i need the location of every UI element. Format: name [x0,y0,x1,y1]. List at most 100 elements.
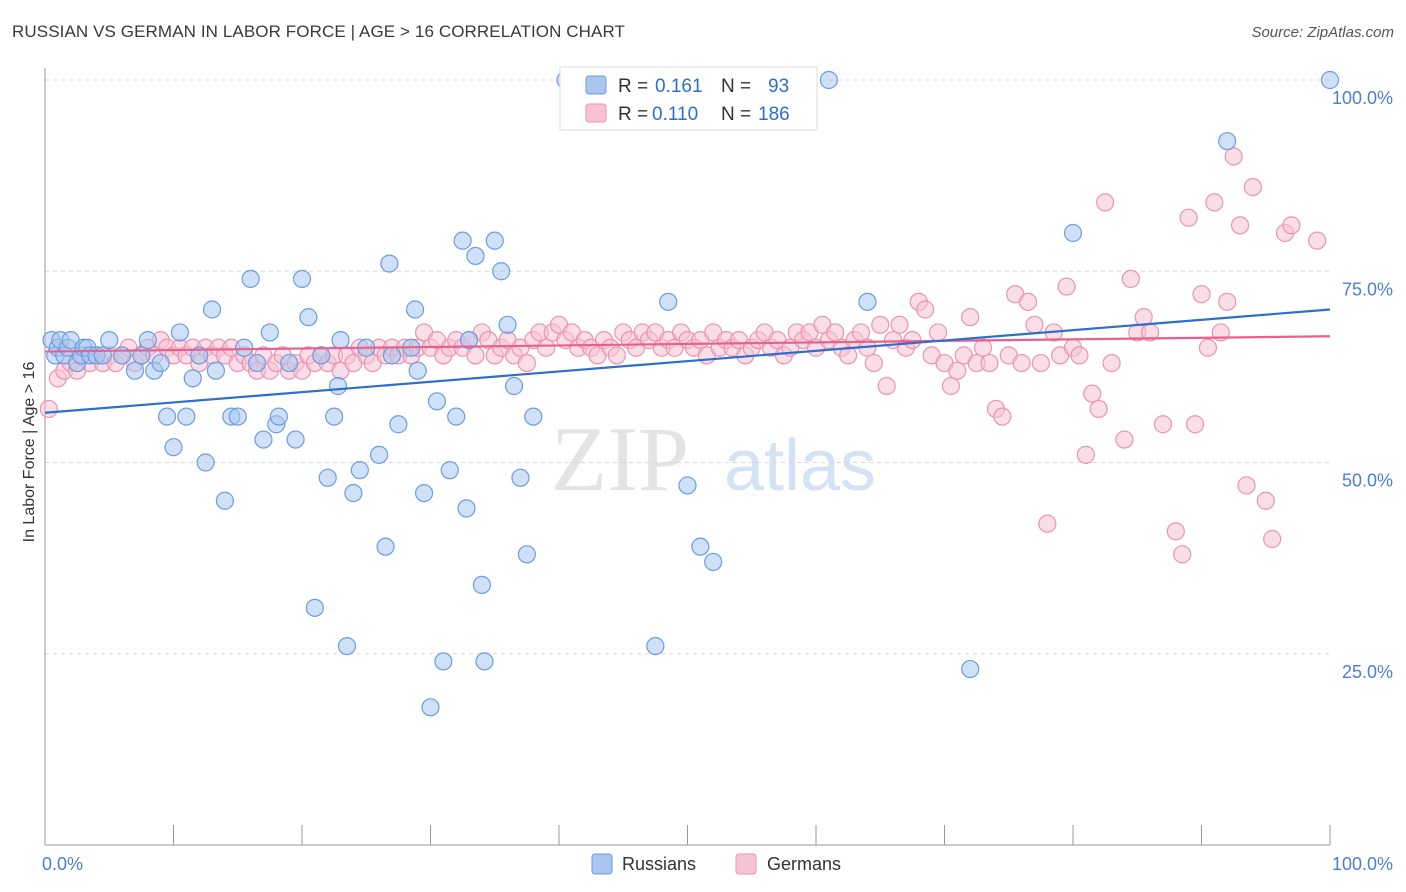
axes [44,68,1331,846]
legend-r-label-germans: R = [618,104,648,125]
german-point [1018,292,1038,311]
russian-point [1320,70,1340,90]
russian-point [328,376,348,396]
russian-point [1218,132,1237,151]
german-point [928,323,948,342]
russian-point [524,407,543,426]
german-point [1308,231,1327,250]
russian-point [183,369,202,388]
russian-point [318,468,337,487]
russian-point [206,361,226,380]
german-point [1153,415,1173,434]
german-point [851,323,871,342]
legend-bottom-russians-swatch [591,853,613,875]
german-point [973,338,993,357]
y-tick-label: 75.0% [1342,279,1393,299]
russian-point [511,468,530,487]
russian-point [215,491,234,510]
german-point [941,376,961,396]
russian-point [164,438,183,457]
russian-point [325,407,344,426]
russian-point [485,231,504,250]
german-point [916,300,935,319]
legend-bottom: Russians Germans [591,853,841,875]
legend-bottom-russians-label: Russians [622,854,696,874]
legend-r-value-germans: 0.110 [652,104,698,125]
german-point [980,353,999,373]
watermark-zip: ZIP [551,408,689,510]
russian-point [112,346,132,365]
russian-point [254,430,273,449]
german-point [1218,292,1237,311]
russian-point [858,292,877,311]
russian-point [170,323,190,342]
russian-point [376,537,395,556]
y-tick-label: 25.0% [1342,662,1393,682]
german-point [1263,529,1282,549]
russians-points [42,70,1340,717]
german-point [1031,353,1050,373]
german-point [1230,216,1250,235]
russian-point [331,331,350,350]
russian-point [305,598,324,617]
german-point [1192,285,1211,304]
russian-point [370,445,389,464]
german-point [1057,277,1076,296]
russian-point [466,246,485,266]
russian-point [202,300,222,319]
legend-r-label-russians: R = [618,76,648,97]
tick-labels: 25.0% 50.0% 75.0% 100.0% 0.0% 100.0% [42,88,1393,874]
russian-point [190,346,209,365]
german-point [877,376,896,396]
russian-point [157,407,177,426]
russian-point [819,70,838,90]
russian-point [269,407,288,426]
russian-point [299,308,318,327]
russian-point [517,545,536,564]
trend-lines [44,308,1331,414]
german-point [1121,269,1140,288]
german-point [961,308,980,327]
russian-point [350,461,369,480]
russian-point [408,361,427,380]
russian-point [241,269,260,288]
german-point [1237,476,1256,495]
russian-point [414,484,434,503]
russian-point [382,346,402,365]
russian-point [659,292,678,311]
german-point [1025,315,1044,334]
russian-point [93,346,112,365]
russian-point [440,461,459,480]
russian-point [405,300,425,319]
russian-point [427,392,447,411]
russian-point [260,323,279,342]
russian-point [691,537,710,556]
german-point [1076,445,1095,464]
russian-point [961,659,980,679]
russian-point [344,484,363,503]
x-tick-label-min: 0.0% [42,854,83,874]
russian-point [380,254,399,273]
russian-point [337,636,357,656]
german-point [1185,415,1205,434]
german-point [466,346,485,365]
legend-n-label-germans: N = [721,104,751,125]
russian-point [151,353,170,373]
legend-n-label-russians: N = [721,76,751,97]
legend-n-value-germans: 186 [758,104,790,125]
russian-point [453,231,472,250]
german-point [1179,208,1198,227]
russian-point [434,652,453,671]
russian-point [228,407,247,426]
russian-point [421,698,440,717]
german-point [1070,346,1089,365]
german-point [1198,338,1218,357]
russian-point [235,338,254,357]
russian-point [457,499,476,518]
german-point [1096,193,1115,212]
german-point [1134,308,1153,327]
russian-point [177,407,196,426]
x-tick-label-max: 100.0% [1332,854,1393,874]
german-point [1205,193,1224,212]
russian-point [646,636,665,656]
